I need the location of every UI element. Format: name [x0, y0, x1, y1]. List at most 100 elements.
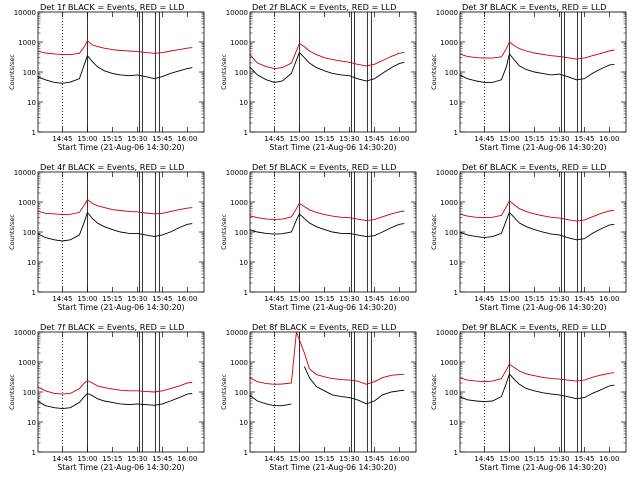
x-tick-label: 15:45 — [152, 135, 172, 143]
x-tick-label: 15:00 — [499, 455, 519, 463]
y-tick-label: 1 — [454, 129, 458, 137]
y-tick-label: 1000 — [440, 199, 458, 207]
y-tick-label: 10 — [239, 259, 248, 267]
x-tick-label: 16:00 — [599, 455, 619, 463]
x-tick-label: 14:45 — [474, 455, 494, 463]
x-tick-label: 15:00 — [499, 135, 519, 143]
y-tick-label: 100 — [445, 389, 458, 397]
x-tick-label: 14:45 — [52, 455, 72, 463]
x-tick-label: 15:00 — [289, 135, 309, 143]
y-tick-label: 100 — [235, 69, 248, 77]
y-tick-label: 100 — [23, 389, 36, 397]
y-tick-label: 1 — [32, 129, 36, 137]
x-tick-label: 15:45 — [364, 135, 384, 143]
y-tick-label: 1000 — [230, 199, 248, 207]
x-tick-label: 15:15 — [314, 295, 334, 303]
y-tick-label: 1000 — [230, 39, 248, 47]
y-tick-label: 10 — [27, 99, 36, 107]
panel-title: Det 9f BLACK = Events, RED = LLD — [462, 322, 606, 332]
y-tick-label: 10000 — [226, 169, 248, 177]
lld-series-line — [37, 40, 193, 56]
y-tick-label: 1000 — [18, 199, 36, 207]
y-tick-label: 1000 — [18, 39, 36, 47]
x-tick-label: 15:15 — [314, 135, 334, 143]
x-tick-label: 15:15 — [102, 455, 122, 463]
x-tick-label: 15:45 — [574, 455, 594, 463]
events-series-line — [37, 211, 193, 242]
x-axis-label: Start Time (21-Aug-06 14:30:20) — [57, 463, 184, 472]
events-series-line — [37, 54, 193, 84]
y-tick-label: 100 — [235, 389, 248, 397]
lld-series-line — [459, 363, 615, 383]
panel-title: Det 3f BLACK = Events, RED = LLD — [462, 2, 606, 12]
events-series-line — [459, 52, 615, 83]
y-tick-label: 100 — [445, 69, 458, 77]
x-tick-label: 15:30 — [127, 455, 147, 463]
panel-title: Det 7f BLACK = Events, RED = LLD — [40, 322, 184, 332]
y-tick-label: 10 — [27, 419, 36, 427]
y-tick-label: 1 — [244, 129, 248, 137]
x-tick-label: 16:00 — [389, 295, 409, 303]
x-tick-label: 16:00 — [389, 455, 409, 463]
y-axis-label: Counts/sec — [8, 214, 16, 250]
x-tick-label: 15:15 — [102, 295, 122, 303]
plot-frame — [459, 331, 627, 453]
x-tick-label: 15:30 — [339, 135, 359, 143]
y-tick-label: 1 — [244, 449, 248, 457]
y-axis-label: Counts/sec — [220, 54, 228, 90]
y-axis-label: Counts/sec — [430, 214, 438, 250]
panel-title: Det 4f BLACK = Events, RED = LLD — [40, 162, 184, 172]
x-tick-label: 15:30 — [339, 295, 359, 303]
y-tick-label: 10 — [27, 259, 36, 267]
x-tick-label: 15:00 — [289, 455, 309, 463]
y-tick-label: 1 — [32, 449, 36, 457]
x-tick-label: 14:45 — [52, 135, 72, 143]
panel-title: Det 5f BLACK = Events, RED = LLD — [252, 162, 396, 172]
x-tick-label: 15:15 — [314, 455, 334, 463]
x-tick-label: 14:45 — [264, 455, 284, 463]
x-tick-label: 14:45 — [264, 295, 284, 303]
x-tick-label: 15:30 — [549, 455, 569, 463]
y-tick-label: 10000 — [436, 169, 458, 177]
x-tick-label: 15:45 — [152, 455, 172, 463]
events-series-line — [459, 373, 615, 403]
y-tick-label: 100 — [235, 229, 248, 237]
x-tick-label: 16:00 — [177, 135, 197, 143]
y-tick-label: 10000 — [14, 9, 36, 17]
x-tick-label: 16:00 — [599, 135, 619, 143]
y-tick-label: 10000 — [226, 329, 248, 337]
events-series-line — [459, 211, 615, 241]
y-tick-label: 10000 — [14, 329, 36, 337]
x-tick-label: 15:30 — [549, 135, 569, 143]
y-tick-label: 1000 — [18, 359, 36, 367]
lld-series-line — [37, 198, 193, 216]
y-tick-label: 10000 — [14, 169, 36, 177]
y-tick-label: 1000 — [440, 39, 458, 47]
x-axis-label: Start Time (21-Aug-06 14:30:20) — [269, 303, 396, 312]
y-axis-label: Counts/sec — [430, 374, 438, 410]
x-tick-label: 15:15 — [524, 455, 544, 463]
plot-frame — [37, 11, 205, 133]
x-axis-label: Start Time (21-Aug-06 14:30:20) — [269, 143, 396, 152]
panel-title: Det 6f BLACK = Events, RED = LLD — [462, 162, 606, 172]
x-tick-label: 15:45 — [364, 295, 384, 303]
x-tick-label: 15:30 — [127, 135, 147, 143]
x-tick-label: 15:45 — [574, 295, 594, 303]
plot-frame — [459, 11, 627, 133]
lld-series-line — [459, 200, 615, 222]
y-axis-label: Counts/sec — [8, 374, 16, 410]
x-tick-label: 15:00 — [77, 455, 97, 463]
y-tick-label: 100 — [445, 229, 458, 237]
lld-series-line — [249, 331, 405, 385]
x-tick-label: 15:15 — [102, 135, 122, 143]
events-series-line — [37, 392, 193, 410]
panel-title: Det 8f BLACK = Events, RED = LLD — [252, 322, 396, 332]
x-tick-label: 15:00 — [77, 295, 97, 303]
y-tick-label: 100 — [23, 69, 36, 77]
y-tick-label: 1 — [454, 289, 458, 297]
panel-title: Det 2f BLACK = Events, RED = LLD — [252, 2, 396, 12]
x-tick-label: 15:30 — [549, 295, 569, 303]
y-axis-label: Counts/sec — [430, 54, 438, 90]
y-tick-label: 10000 — [436, 9, 458, 17]
